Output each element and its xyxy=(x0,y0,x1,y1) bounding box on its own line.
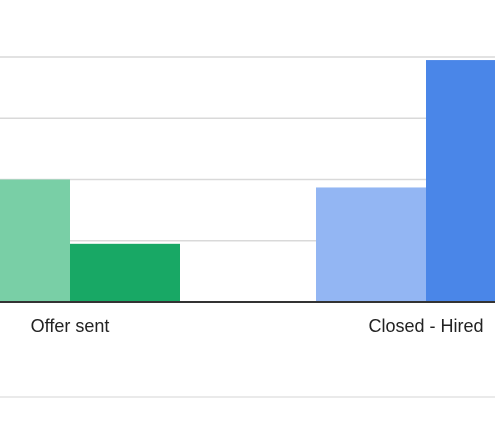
bar-offer-sent-series-2 xyxy=(70,243,180,302)
bars xyxy=(0,60,495,302)
bar-closed-hired-series-1 xyxy=(316,187,426,302)
x-tick-label-offer-sent: Offer sent xyxy=(31,316,110,336)
bar-closed-hired-series-2 xyxy=(426,60,495,302)
x-tick-label-closed-hired: Closed - Hired xyxy=(368,316,483,336)
bar-offer-sent-series-1 xyxy=(0,179,70,302)
